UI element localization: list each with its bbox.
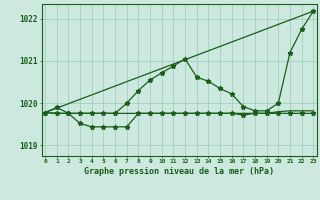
X-axis label: Graphe pression niveau de la mer (hPa): Graphe pression niveau de la mer (hPa) — [84, 167, 274, 176]
